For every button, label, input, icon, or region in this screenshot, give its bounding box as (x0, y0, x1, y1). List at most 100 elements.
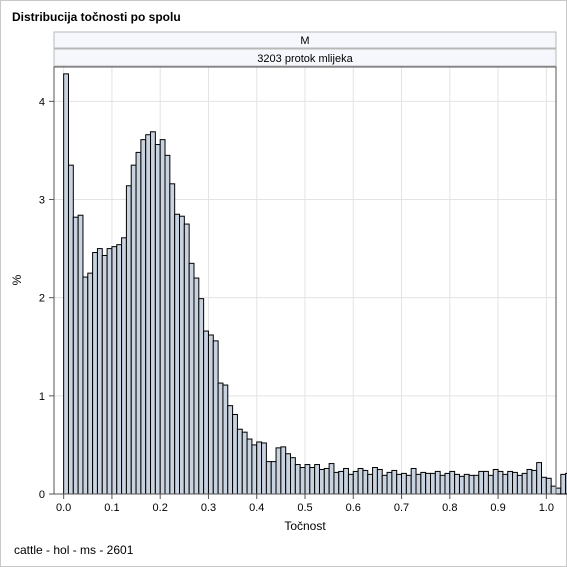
histogram-bar (159, 139, 166, 495)
histogram-bar (299, 466, 306, 495)
histogram-bar (125, 185, 132, 495)
histogram-bar (565, 472, 567, 495)
histogram-bar (150, 131, 156, 495)
histogram-bar (285, 453, 292, 495)
chart-title: Distribucija točnosti po spolu (12, 10, 181, 24)
histogram-bar (82, 276, 89, 495)
histogram-bar (357, 467, 364, 495)
histogram-bar (318, 468, 325, 495)
histogram-bar (347, 473, 354, 495)
histogram-bar (343, 467, 349, 495)
histogram-bar (236, 428, 243, 495)
histogram-bar (376, 468, 383, 495)
histogram-bar (536, 462, 543, 495)
histogram-bar (179, 215, 185, 495)
histogram-bar (444, 472, 451, 495)
histogram-bar (401, 472, 407, 495)
histogram-bar (458, 475, 465, 495)
histogram-bar (415, 473, 422, 495)
x-tick-label: 0.4 (249, 502, 264, 514)
histogram-bar (512, 471, 518, 495)
histogram-bar (188, 262, 195, 495)
x-tick-label: 0.8 (442, 502, 457, 514)
histogram-bar (352, 470, 359, 495)
histogram-bar (507, 470, 514, 495)
histogram-bar (101, 254, 108, 495)
histogram-bar (405, 474, 412, 495)
x-tick-label: 0.5 (297, 502, 312, 514)
histogram-bar (261, 442, 267, 495)
histogram-bar (193, 277, 200, 495)
histogram-bar (333, 471, 340, 495)
y-axis-label: % (10, 274, 24, 285)
histogram-bar (531, 469, 538, 495)
panel-header-2-box (53, 48, 557, 67)
histogram-bar (410, 467, 417, 495)
histogram-bar (227, 405, 234, 495)
histogram-bar (140, 139, 147, 495)
histogram-bar (198, 298, 205, 495)
histogram-bar (203, 330, 209, 495)
histogram-bar (328, 463, 335, 495)
histogram-bar (430, 472, 436, 495)
histogram-bar (478, 470, 485, 495)
histogram-bar (541, 476, 547, 495)
histogram-bar (294, 464, 301, 495)
histogram-bar (381, 474, 388, 495)
histogram-bar (555, 487, 562, 495)
histogram-bar (275, 447, 282, 495)
histogram-bar (63, 73, 69, 495)
histogram-bar (473, 474, 480, 495)
histogram-bar (497, 470, 504, 495)
x-tick-label: 0.0 (56, 502, 71, 514)
histogram-bar (130, 164, 137, 495)
histogram-bar (314, 464, 320, 495)
histogram-bar (338, 470, 345, 495)
histogram-bar (492, 468, 499, 495)
histogram-bar (116, 244, 123, 495)
histogram-bar (550, 485, 557, 495)
histogram-bar (367, 473, 374, 495)
histogram-bar (309, 466, 316, 495)
histogram-bar (241, 431, 248, 495)
histogram-bar (323, 467, 330, 495)
histogram-bar (280, 446, 287, 495)
histogram-bar (72, 216, 79, 495)
y-tick-label: 3 (39, 195, 45, 207)
histogram-bar (77, 214, 84, 495)
histogram-bar (362, 469, 369, 495)
panel-header-1-box (53, 31, 557, 49)
y-tick-label: 0 (39, 489, 45, 501)
histogram-bar (521, 472, 528, 495)
histogram-bar (111, 246, 118, 495)
histogram-bar (87, 272, 94, 495)
x-tick-label: 0.1 (104, 502, 119, 514)
histogram-bar (106, 248, 113, 495)
histogram-bar (246, 438, 253, 495)
histogram-bar (222, 384, 229, 495)
histogram-bar (468, 474, 475, 495)
histogram-bar (183, 223, 190, 495)
x-tick-label: 0.9 (490, 502, 505, 514)
histogram-bar (420, 471, 427, 495)
histogram-bar (212, 340, 219, 495)
x-tick-label: 0.2 (153, 502, 168, 514)
panel-header-1: M (300, 35, 309, 47)
x-tick-label: 0.3 (201, 502, 216, 514)
histogram-bar (372, 466, 378, 495)
histogram-bar (425, 472, 431, 495)
histogram-bar (92, 252, 98, 495)
histogram-bar (434, 470, 441, 495)
y-tick-label: 2 (39, 293, 45, 305)
y-axis: 0 1 2 3 4 (39, 96, 54, 501)
histogram-bar (391, 469, 398, 495)
histogram-bar (169, 183, 176, 495)
histogram-bar (265, 461, 272, 495)
histogram-bar (396, 473, 403, 495)
histogram-bar (121, 237, 127, 495)
histogram-bar (145, 134, 152, 495)
footnote: cattle - hol - ms - 2601 (14, 543, 134, 557)
histogram-bar (560, 473, 567, 495)
x-axis-label: Točnost (284, 519, 326, 533)
